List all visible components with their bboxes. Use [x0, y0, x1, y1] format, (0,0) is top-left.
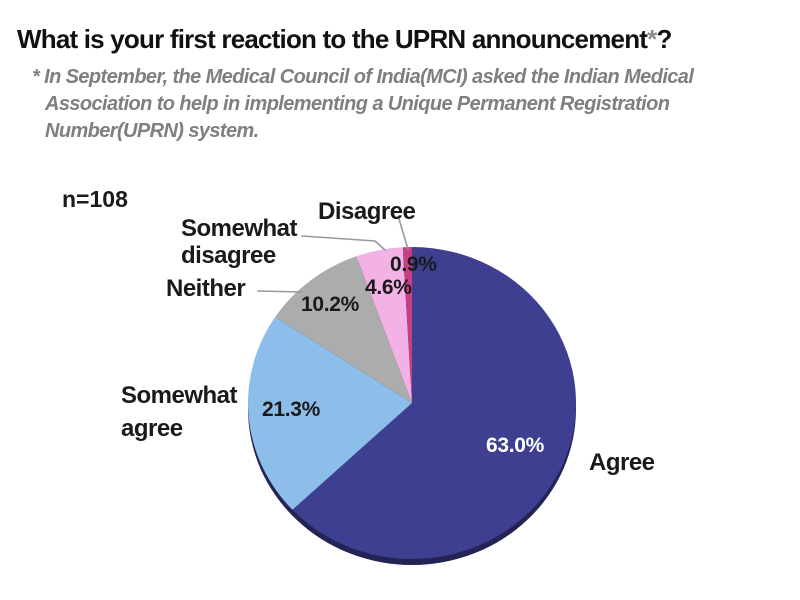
leader-line-somewhat-disagree	[301, 235, 386, 251]
footnote-line-1: * In September, the Medical Council of I…	[32, 66, 694, 88]
slice-label-somewhat-agree: Somewhat agree	[121, 382, 238, 442]
value-label-agree: 63.0%	[486, 434, 545, 457]
chart-title-question-mark: ?	[656, 24, 672, 54]
footnote-line-2: Association to help in implementing a Un…	[45, 93, 670, 115]
slice-label-disagree: Disagree	[318, 198, 416, 225]
leader-line-disagree	[398, 218, 409, 250]
pie-slice-somewhat-disagree	[356, 247, 412, 403]
pie-slice-disagree	[402, 247, 412, 403]
pie-slice-neither	[275, 256, 412, 403]
chart-title-text: What is your first reaction to the UPRN …	[17, 24, 648, 54]
leader-line-neither	[257, 290, 303, 293]
slice-label-neither: Neither	[166, 275, 246, 302]
slice-label-somewhat-disagree: Somewhat disagree	[181, 215, 298, 269]
chart-title: What is your first reaction to the UPRN …	[17, 24, 672, 55]
value-label-somewhat-disagree: 4.6%	[365, 276, 412, 299]
value-label-neither: 10.2%	[301, 293, 360, 316]
footnote-line-3: Number(UPRN) system.	[45, 120, 259, 142]
chart-title-asterisk: *	[647, 24, 657, 54]
pie-slice-agree	[292, 247, 577, 559]
pie-slices	[247, 247, 577, 559]
slice-label-agree: Agree	[589, 449, 655, 476]
value-label-disagree: 0.9%	[390, 253, 437, 276]
leader-lines	[257, 218, 409, 293]
value-label-somewhat-agree: 21.3%	[262, 398, 321, 421]
footnote: * In September, the Medical Council of I…	[32, 64, 694, 145]
sample-size-label: n=108	[62, 186, 128, 212]
pie-slice-somewhat-agree	[247, 316, 412, 510]
